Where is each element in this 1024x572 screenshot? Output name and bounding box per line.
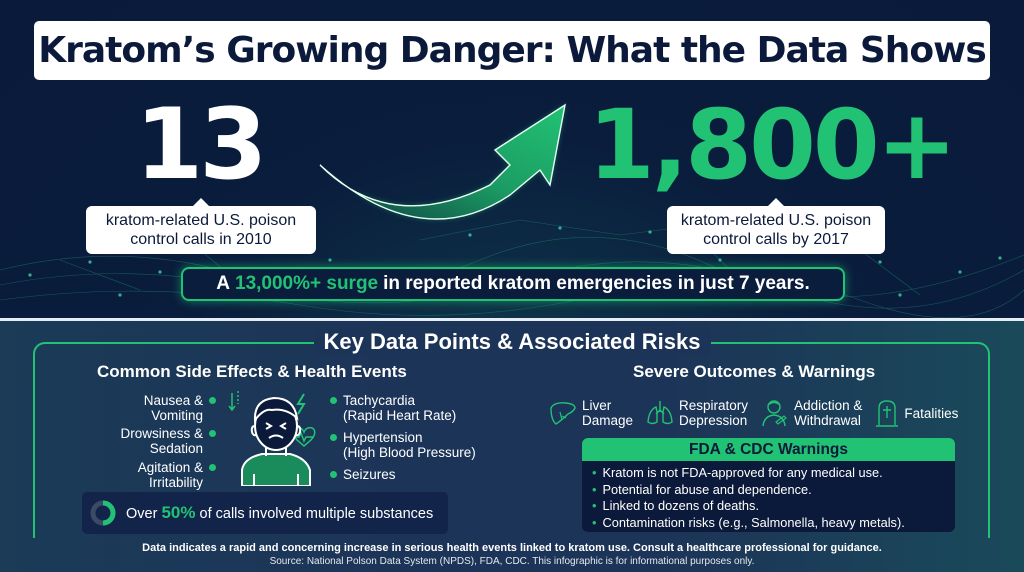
key-data-title: Key Data Points & Associated Risks [0, 329, 1024, 355]
donut-chart-icon [90, 500, 116, 526]
bullet-dot [330, 397, 337, 404]
outcomes-row: Liver Damage Respiratory Depression Addi… [548, 396, 962, 430]
multiple-substances-stat: Over 50% of calls involved multiple subs… [82, 492, 448, 534]
stat-2017-caption: kratom-related U.S. poison control calls… [667, 198, 885, 254]
bullet-dot [330, 434, 337, 441]
item-line: Irritability [148, 475, 203, 490]
item-line: Nausea & [143, 393, 203, 408]
item-line: (High Blood Pressure) [343, 445, 476, 460]
surge-prefix: A [216, 273, 230, 294]
tombstone-icon [876, 400, 899, 427]
outcome-line: Withdrawal [794, 413, 861, 428]
fda-cdc-warnings-box: FDA & CDC Warnings Kratom is not FDA-app… [582, 438, 955, 532]
side-effect-item: Drowsiness & Sedation [100, 426, 216, 456]
warning-item: Linked to dozens of deaths. [592, 498, 955, 515]
item-line: (Rapid Heart Rate) [343, 408, 457, 423]
warnings-title: FDA & CDC Warnings [582, 438, 955, 461]
outcome-line: Depression [679, 413, 748, 428]
item-line: Seizures [343, 467, 396, 482]
bullet-dot [209, 464, 216, 471]
item-line: Agitation & [137, 460, 203, 475]
side-effect-item: Seizures [330, 467, 396, 482]
outcome-addiction: Addiction & Withdrawal [760, 398, 862, 428]
footer-source: Source: National Polson Data System (NPD… [269, 556, 755, 567]
stat-2010-caption: kratom-related U.S. poison control calls… [86, 198, 316, 254]
stat-suffix: of calls involved multiple substances [199, 506, 434, 522]
bullet-dot [330, 471, 337, 478]
item-line: Hypertension [343, 430, 423, 445]
outcome-respiratory: Respiratory Depression [645, 398, 748, 428]
stat-2017-value: 1,800+ [588, 89, 957, 201]
surge-banner: A 13,000%+ surge in reported kratom emer… [181, 267, 845, 301]
title-banner: Kratom’s Growing Danger: What the Data S… [34, 21, 990, 80]
outcome-line: Respiratory [679, 398, 749, 413]
warnings-list: Kratom is not FDA-approved for any medic… [582, 461, 955, 531]
outcome-line: Liver [582, 398, 612, 413]
sick-person-icon [228, 391, 316, 486]
key-data-title-text: Key Data Points & Associated Risks [313, 329, 711, 354]
outcome-line: Fatalities [904, 405, 959, 421]
page-title: Kratom’s Growing Danger: What the Data S… [38, 30, 987, 71]
outcome-fatalities: Fatalities [874, 398, 958, 428]
side-effect-item: Tachycardia (Rapid Heart Rate) [330, 393, 456, 423]
surge-highlight: 13,000%+ surge [235, 273, 379, 294]
bullet-dot [209, 397, 216, 404]
outcome-line: Addiction & [794, 398, 863, 413]
item-line: Vomiting [151, 408, 203, 423]
warning-item: Kratom is not FDA-approved for any medic… [592, 465, 955, 482]
outcome-line: Damage [582, 413, 634, 428]
bullet-dot [209, 430, 216, 437]
caption-line: kratom-related U.S. poison [105, 212, 297, 229]
footer-disclaimer: Data indicates a rapid and concerning in… [142, 542, 882, 554]
item-line: Tachycardia [343, 393, 416, 408]
side-effects-title: Common Side Effects & Health Events [97, 362, 407, 381]
severe-outcomes-title: Severe Outcomes & Warnings [633, 362, 876, 381]
caption-line: kratom-related U.S. poison [680, 212, 872, 229]
outcome-liver: Liver Damage [548, 398, 633, 428]
surge-suffix: in reported kratom emergencies in just 7… [383, 273, 810, 294]
addiction-person-icon [762, 400, 787, 427]
warning-item: Potential for abuse and dependence. [592, 482, 955, 499]
caption-line: control calls in 2010 [130, 231, 272, 248]
liver-icon [550, 402, 576, 425]
warning-item: Contamination risks (e.g., Salmonella, h… [592, 515, 955, 532]
stat-highlight: 50% [161, 503, 196, 522]
stat-2010-value: 13 [135, 88, 267, 202]
lungs-icon [647, 401, 673, 425]
stat-prefix: Over [126, 506, 158, 522]
section-divider [0, 318, 1024, 321]
side-effect-item: Agitation & Irritability [112, 460, 216, 490]
caption-line: control calls by 2017 [703, 231, 849, 248]
item-line: Sedation [149, 441, 203, 456]
side-effect-item: Hypertension (High Blood Pressure) [330, 430, 476, 460]
item-line: Drowsiness & [120, 426, 203, 441]
trend-up-arrow-icon [319, 103, 566, 220]
hero-section: Kratom’s Growing Danger: What the Data S… [0, 0, 1024, 318]
side-effect-item: Nausea & Vomiting [112, 393, 216, 423]
